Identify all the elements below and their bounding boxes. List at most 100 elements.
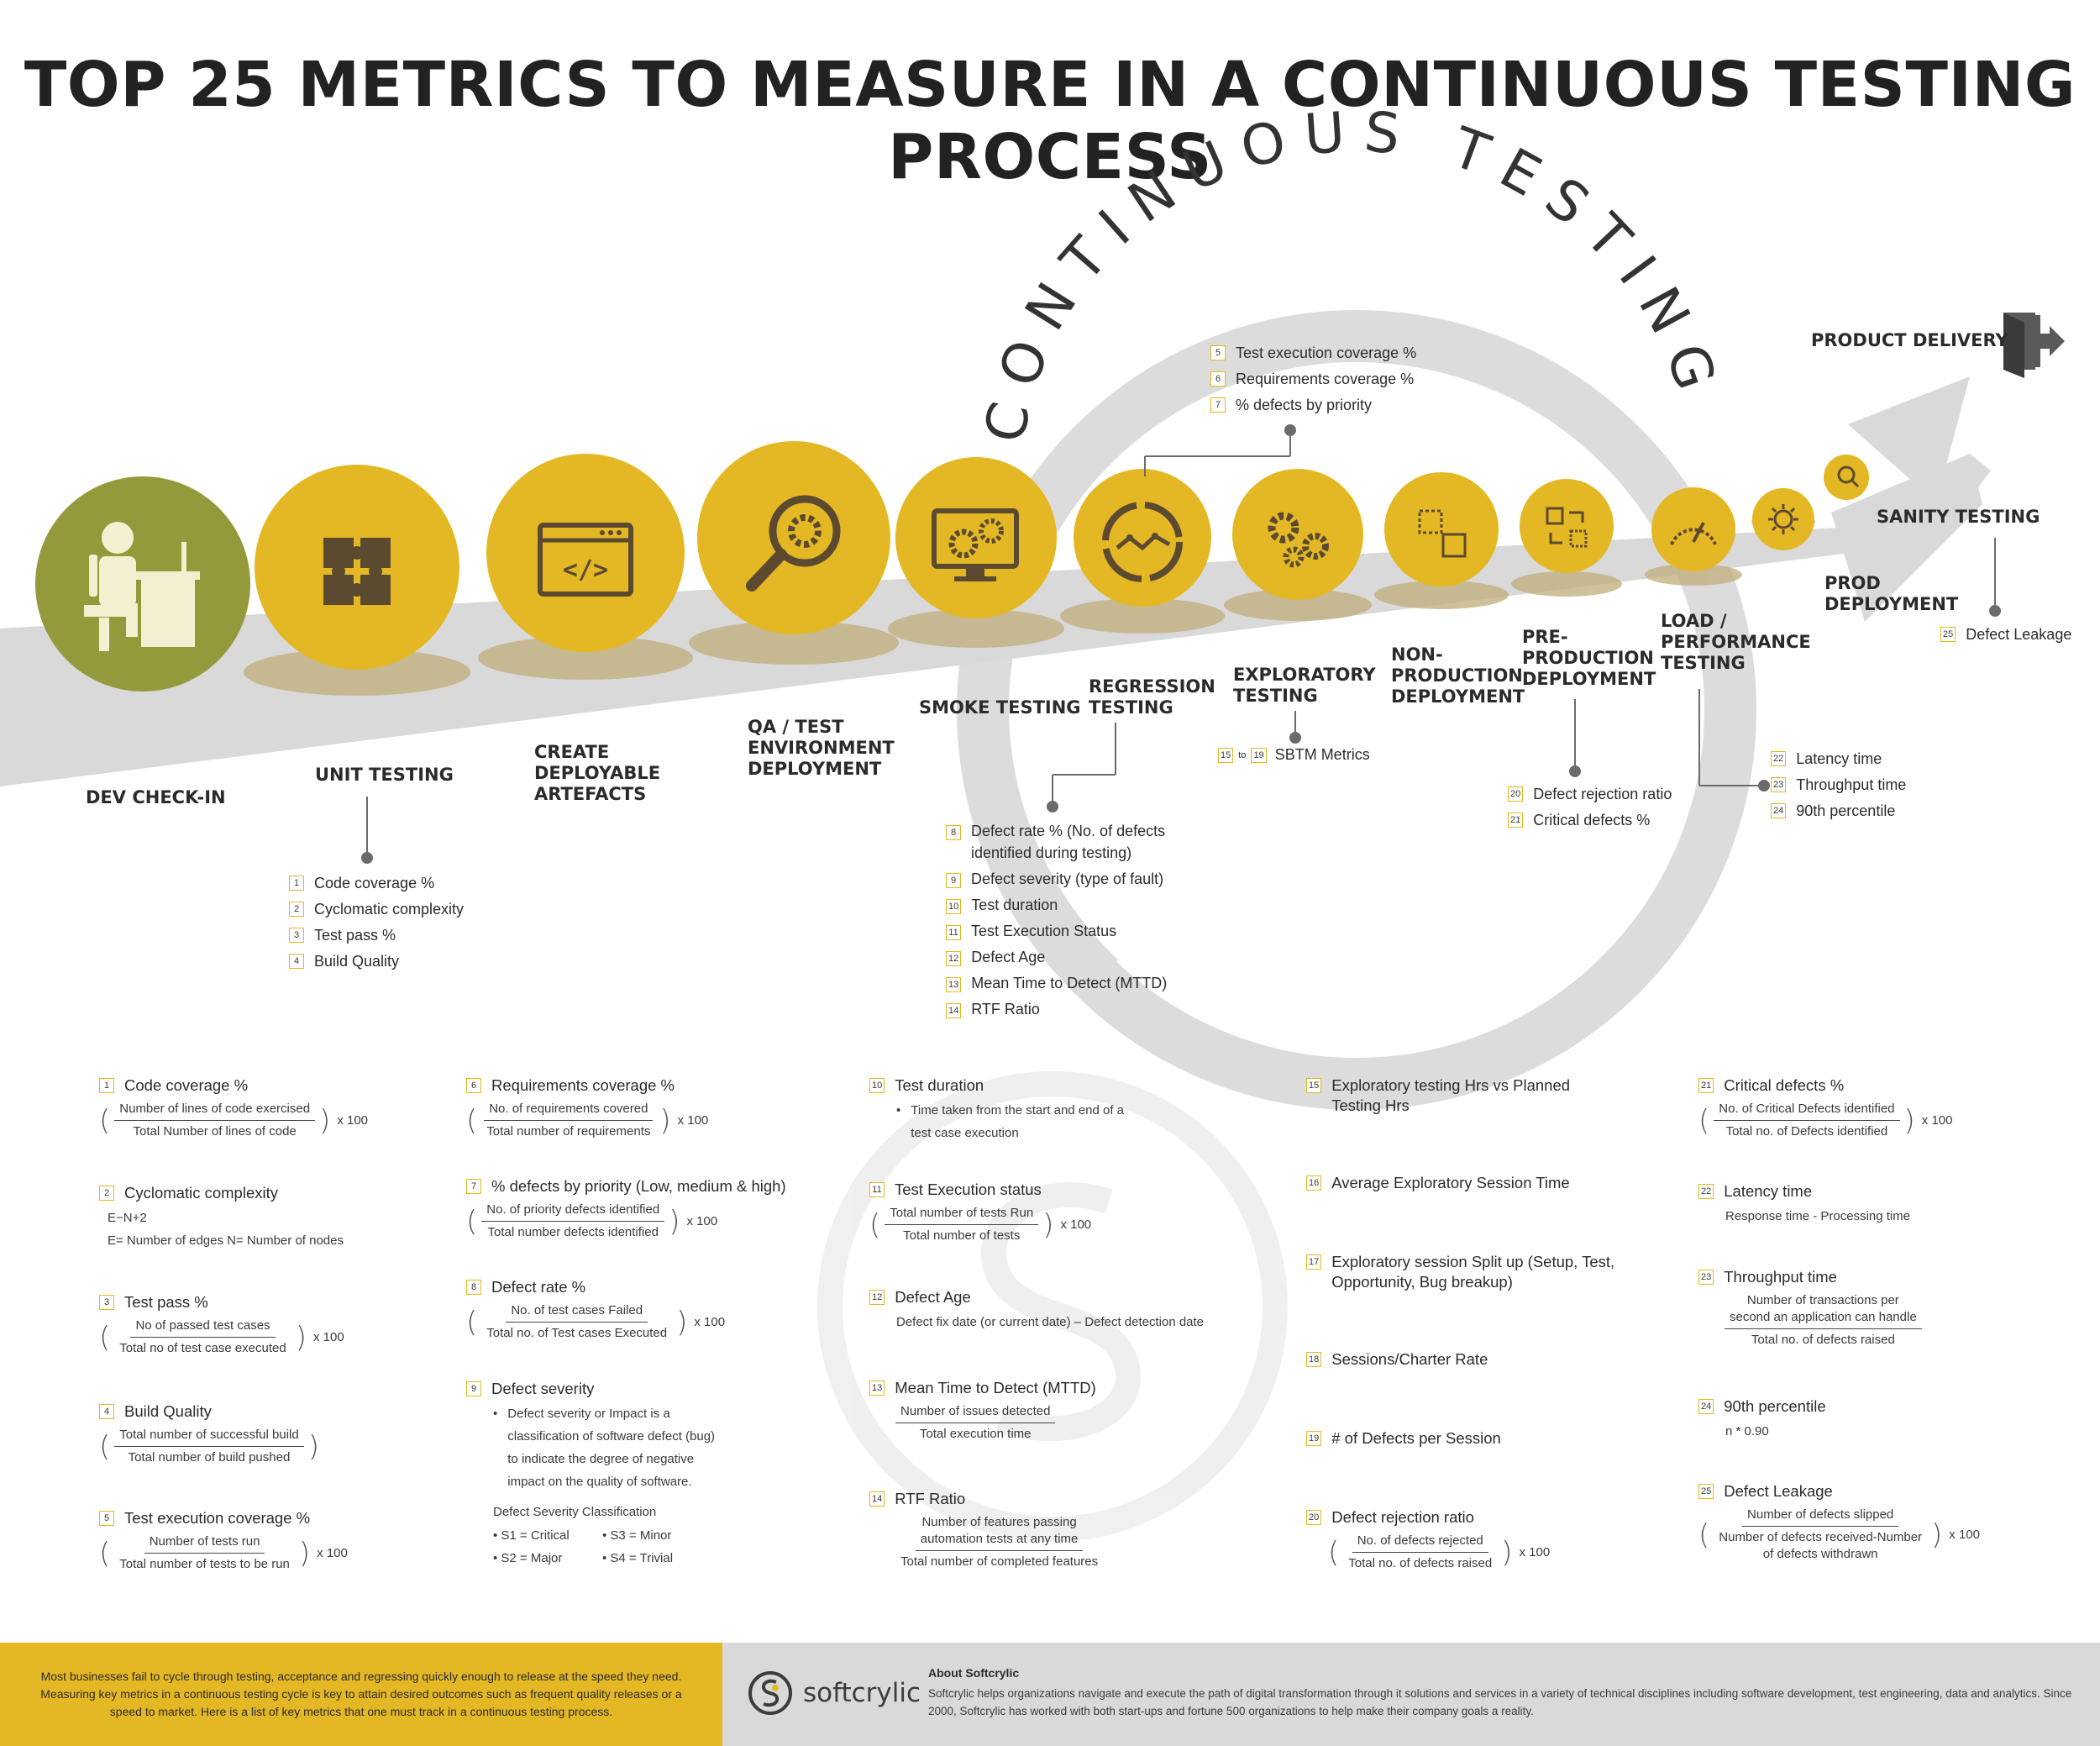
delivery-arrow [1831,454,1982,622]
puzzle-icon [323,538,391,605]
label-qa-env: QA / TEST ENVIRONMENT DEPLOYMENT [748,717,895,779]
stage-create-artefacts-circle: </> [486,454,685,652]
about-title: About Softcrylic [928,1666,1020,1680]
label-prod: PROD DEPLOYMENT [1824,573,1959,614]
list-item: 9 Defect severity (type of fault) [946,868,1167,890]
label-smoke: SMOKE TESTING [919,697,1081,718]
stage-preprod-circle [1520,479,1614,573]
definition-20: 20 Defect rejection ratio (No. of defects… [1306,1507,1550,1572]
footer-intro: Most businesses fail to cycle through te… [0,1643,722,1746]
label-dev-checkin: DEV CHECK-IN [86,787,226,807]
list-item: 1 Code coverage % [289,870,464,897]
definition-8: 8 Defect rate % (No. of test cases Failed… [466,1278,726,1340]
unit-metrics-list: 1 Code coverage % 2 Cyclomatic complexity … [289,870,464,975]
stage-exploratory-circle [1232,469,1363,600]
list-item: 21 Critical defects % [1508,807,1672,834]
definition-2: 2 Cyclomatic complexity E−N+2 E= Number o… [99,1183,344,1252]
softcrylic-logo: softcrylic [748,1670,921,1716]
exit-door-icon [2003,313,2065,378]
definition-18: 18 Sessions/Charter Rate [1306,1349,1488,1370]
definition-15: 15 Exploratory testing Hrs vs Planned Tes… [1306,1075,1570,1116]
delivery-arrowhead [1848,376,1970,502]
label-create-artefacts: CREATE DEPLOYABLE ARTEFACTS [534,742,661,804]
list-item: 10 Test duration [946,894,1167,916]
definition-9: 9 Defect severity • Defect severity or Imp… [466,1379,715,1570]
definition-17: 17 Exploratory session Split up (Setup, T… [1306,1252,1614,1292]
brand-name: softcrylic [803,1678,921,1708]
stage-smoke-circle [895,457,1057,618]
softcrylic-logo-icon [748,1671,792,1715]
stage-prod-circle [1752,488,1814,550]
list-item: 13 Mean Time to Detect (MTTD) [946,972,1167,994]
product-delivery-label: PRODUCT DELIVERY [1811,330,2008,350]
list-item: 7% defects by priority [1210,392,1416,418]
swap-squares-icon [1546,507,1588,548]
list-item: 14 RTF Ratio [946,998,1167,1020]
footer-about: softcrylic About Softcrylic Softcrylic h… [722,1643,2100,1746]
list-item: 12 Defect Age [946,946,1167,968]
list-item: 20 Defect rejection ratio [1508,781,1672,807]
stage-sanity-circle [1824,455,1869,500]
list-item: 22 Latency time [1771,746,1906,772]
load-metrics-list: 22 Latency time 23 Throughput time 24 90th … [1771,746,1906,824]
label-preprod: PRE- PRODUCTION DEPLOYMENT [1522,627,1656,689]
stage-regression-circle [1074,469,1211,607]
page-title: TOP 25 METRICS TO MEASURE IN A CONTINUOU… [24,49,2076,193]
definition-11: 11 Test Execution status (Total number of… [869,1181,1092,1243]
search-icon [1837,465,1860,488]
circle-shadows [244,513,1815,696]
definition-24: 24 90th percentile n * 0.90 [1698,1396,1826,1443]
definition-14: 14 RTF Ratio Number of features passing a… [869,1489,1107,1570]
list-item: 24 90th percentile [1771,798,1906,824]
label-unit-testing: UNIT TESTING [315,765,454,785]
definition-21: 21 Critical defects % (No. of Critical De… [1698,1076,1953,1139]
footer-intro-text: Most businesses fail to cycle through te… [40,1670,682,1718]
exploratory-range: 15 to 19 SBTM Metrics [1218,746,1370,764]
definition-13: 13 Mean Time to Detect (MTTD) Number of i… [869,1378,1096,1443]
label-sanity: SANITY TESTING [1877,507,2040,527]
list-item: 4 Build Quality [289,949,464,975]
svg-text:</>: </> [563,555,608,585]
definition-6: 6 Requirements coverage % (No. of require… [466,1076,709,1139]
definition-1: 1 Code coverage % (Number of lines of cod… [99,1076,369,1139]
watermark-logo [817,1071,1288,1542]
label-load: LOAD / PERFORMANCE TESTING [1661,611,1811,673]
definition-12: 12 Defect Age Defect fix date (or current… [869,1287,1204,1333]
magnifier-gear-icon [746,495,841,592]
definition-16: 16 Average Exploratory Session Time [1306,1173,1570,1193]
flow-diagram: CONTINUOUS TESTING [0,99,2065,1542]
definition-3: 3 Test pass % (No of passed test cases Tot… [99,1293,344,1355]
code-window-icon: </> [538,523,633,597]
stage-load-circle [1651,487,1735,571]
label-exploratory: EXPLORATORY TESTING [1233,665,1376,706]
stage-qa-env-circle [697,441,890,634]
about-text: Softcrylic helps organizations navigate … [928,1687,2072,1717]
developer-at-desk-icon [84,522,200,651]
list-item: 23 Throughput time [1771,772,1906,798]
stage-nonprod-circle [1384,472,1499,586]
definition-10: 10 Test duration • Time taken from the sta… [869,1075,1124,1144]
definition-7: 7% defects by priority (Low, medium & hi… [466,1177,786,1239]
list-item: 25 Defect Leakage [1940,622,2071,648]
regression-cycle-icon [1102,502,1183,582]
definition-25: 25 Defect Leakage (Number of defects slip… [1698,1482,1980,1561]
dashed-squares-icon [1418,509,1467,558]
deployment-network-icon [1768,504,1798,534]
list-item: 3 Test pass % [289,923,464,949]
definition-22: 22 Latency time Response time - Processin… [1698,1181,1910,1228]
preprod-metrics-list: 20 Defect rejection ratio 21 Critical defe… [1508,781,1672,834]
definition-19: 19 # of Defects per Session [1306,1428,1501,1449]
list-item: 6 Requirements coverage % [1210,366,1416,392]
list-item: 5 Test execution coverage % [1210,340,1416,366]
label-regression: REGRESSION TESTING [1089,676,1215,718]
definition-4: 4 Build Quality (Total number of successf… [99,1402,319,1465]
speedometer-icon [1670,522,1717,545]
monitor-gears-icon [932,508,1019,581]
stage-dev-checkin-circle [35,476,250,692]
list-item: 2 Cyclomatic complexity [289,897,464,923]
regression-metrics-list: 8 Defect rate % (No. of defects identifie… [946,820,1167,1020]
gears-icon [1268,512,1329,568]
sanity-metrics-list: 25 Defect Leakage [1940,622,2071,648]
stage-unit-testing-circle [255,465,459,670]
list-item: 11 Test Execution Status [946,920,1167,942]
